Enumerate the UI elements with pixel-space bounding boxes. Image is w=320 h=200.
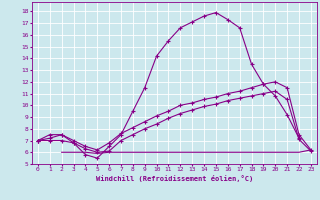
X-axis label: Windchill (Refroidissement éolien,°C): Windchill (Refroidissement éolien,°C): [96, 175, 253, 182]
